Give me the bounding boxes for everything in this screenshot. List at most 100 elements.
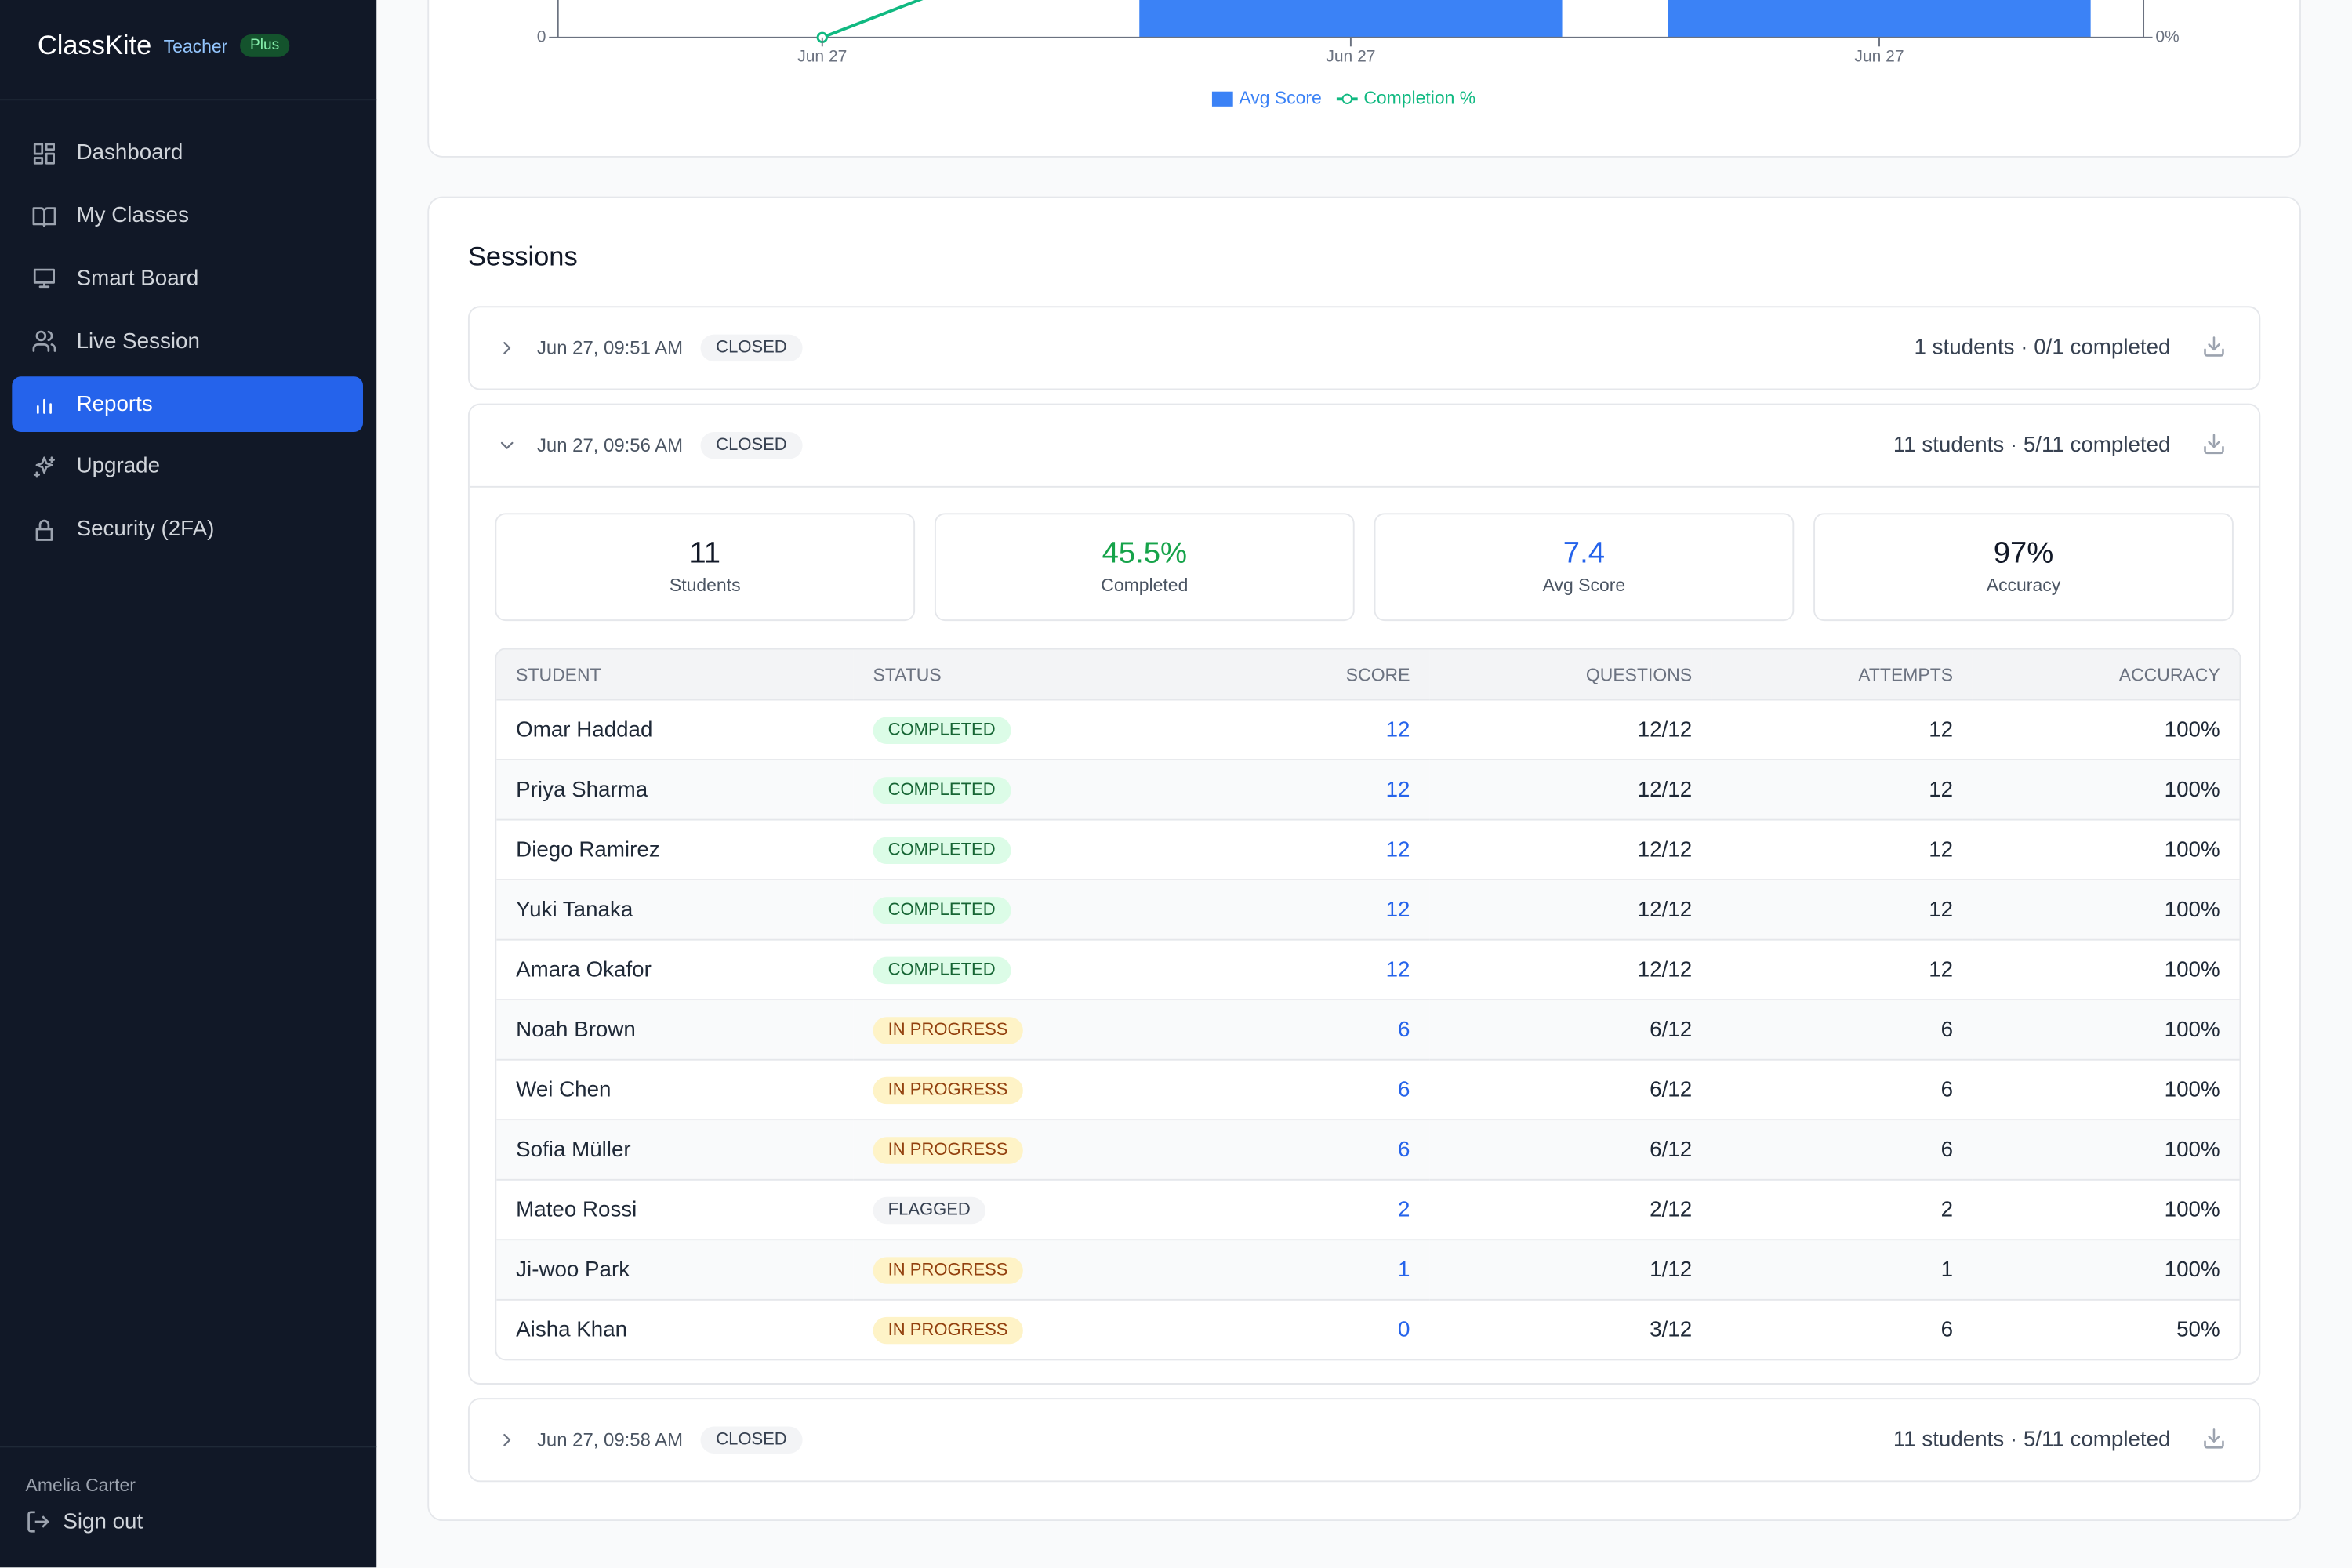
- icon-path: [2204, 1428, 2224, 1449]
- stat-label: Students: [669, 574, 741, 596]
- student-row: Aisha Khan IN PROGRESS 0 3/12 6 50%: [496, 1301, 2239, 1359]
- download-button[interactable]: [2202, 335, 2227, 359]
- brand: ClassKite Teacher Plus: [38, 30, 290, 61]
- nav-item[interactable]: Dashboard: [12, 125, 363, 181]
- column-header: SCORE: [1210, 649, 1430, 701]
- cell: 12: [1210, 821, 1430, 881]
- cell: 6: [1940, 1317, 1954, 1342]
- nav-label: Live Session: [76, 329, 200, 354]
- bar: [1139, 0, 1563, 38]
- nav-item[interactable]: Reports: [12, 376, 364, 433]
- cell: 1: [1711, 1240, 1973, 1301]
- session: Jun 27, 09:51 AM CLOSED 1 students · 0/1 c…: [467, 306, 2261, 390]
- status-badge: COMPLETED: [873, 776, 1011, 804]
- status-cell: FLAGGED: [853, 1181, 1211, 1241]
- session-summary: 1 students · 0/1 completed: [1914, 336, 2171, 361]
- cell: 12: [1711, 880, 1973, 941]
- user-name: Amelia Carter: [25, 1474, 136, 1496]
- stat-value: 97%: [1993, 536, 2054, 571]
- cell: 6: [1711, 1000, 1973, 1061]
- legend-swatch: [1211, 91, 1233, 107]
- icon: [503, 1433, 511, 1446]
- cell: 12: [1711, 760, 1973, 821]
- cell: 12: [1210, 700, 1430, 761]
- stat-value: 7.4: [1563, 536, 1606, 571]
- cell: 12: [1210, 941, 1430, 1001]
- x-tick-label: Jun 27: [797, 47, 847, 65]
- student-table: STUDENT STATUS SCORE QUESTIONS ATTEMPTS ACCUR…: [495, 648, 2241, 1361]
- stats: 11 Students 45.5% Completed 7.4 Avg Score 97% A…: [495, 513, 2234, 622]
- status-badge: COMPLETED: [873, 716, 1011, 744]
- nav-item[interactable]: Smart Board: [12, 251, 363, 307]
- cell: Noah Brown: [496, 1000, 854, 1061]
- icon-path: [35, 519, 53, 541]
- student-row: Noah Brown IN PROGRESS 6 6/12 6 100%: [496, 1000, 2240, 1061]
- session-header[interactable]: Jun 27, 09:51 AM CLOSED 1 students · 0/1 c…: [470, 307, 2259, 388]
- icon-path: [33, 143, 55, 165]
- student-row: Diego Ramirez COMPLETED 12 12/12 12 100%: [496, 821, 2240, 881]
- status-cell: IN PROGRESS: [853, 1240, 1211, 1301]
- student-row: Yuki Tanaka COMPLETED 12 12/12 12 100%: [496, 880, 2240, 941]
- y2-tick-label: 0%: [2155, 27, 2179, 45]
- session-header[interactable]: Jun 27, 09:58 AM CLOSED 11 students · 5/11…: [470, 1399, 2259, 1480]
- cell: 100%: [1972, 821, 2240, 881]
- stat-label: Completed: [1101, 574, 1189, 596]
- x-tick-label: Jun 27: [1854, 47, 1904, 65]
- cell: Yuki Tanaka: [496, 880, 854, 941]
- nav-item[interactable]: Live Session: [12, 314, 363, 369]
- column-header: ATTEMPTS: [1711, 649, 1973, 701]
- stat-label: Avg Score: [1542, 574, 1626, 596]
- icon: [33, 456, 55, 478]
- cell: 12: [1711, 941, 1973, 1001]
- legend-label: Completion %: [1363, 87, 1475, 107]
- cell: Diego Ramirez: [496, 821, 854, 881]
- cell: 100%: [1972, 880, 2240, 941]
- column-header: STATUS: [853, 649, 1211, 701]
- session-header[interactable]: Jun 27, 09:56 AM CLOSED 11 students · 5/11…: [470, 405, 2259, 486]
- cell: 100%: [1972, 700, 2240, 761]
- icon-path: [2204, 336, 2224, 357]
- download-button[interactable]: [2202, 432, 2227, 456]
- icon-path: [32, 206, 56, 227]
- cell: Wei Chen: [496, 1061, 854, 1121]
- status-badge: CLOSED: [701, 1426, 802, 1454]
- icon-path: [36, 398, 52, 414]
- icon: [32, 206, 56, 227]
- cell: 100%: [1972, 941, 2240, 1001]
- status-cell: IN PROGRESS: [854, 1301, 1210, 1359]
- bar: [1668, 0, 2091, 38]
- session-detail: 11 Students 45.5% Completed 7.4 Avg Score 97% A…: [469, 485, 2259, 1383]
- student-row: Ji-woo Park IN PROGRESS 1 1/12 1 100%: [496, 1240, 2240, 1301]
- status-badge: COMPLETED: [873, 836, 1011, 864]
- divider: [0, 1446, 377, 1448]
- stat-card: 45.5% Completed: [934, 513, 1355, 622]
- student-row: Omar Haddad COMPLETED 12 12/12 12 100%: [496, 700, 2240, 761]
- icon: [32, 331, 56, 353]
- cell: Mateo Rossi: [496, 1181, 854, 1241]
- student-row: Sofia Müller IN PROGRESS 6 6/12 6 100%: [496, 1120, 2240, 1181]
- nav-item[interactable]: Upgrade: [12, 439, 363, 495]
- student-row: Priya Sharma COMPLETED 12 12/12 12 100%: [496, 760, 2240, 821]
- icon: [35, 519, 53, 541]
- cell: 2: [1210, 1181, 1430, 1241]
- status-badge: IN PROGRESS: [873, 1016, 1023, 1044]
- nav-item[interactable]: My Classes: [12, 188, 363, 244]
- nav-label: Upgrade: [76, 455, 161, 479]
- icon: [500, 441, 514, 449]
- status-badge: COMPLETED: [873, 896, 1011, 924]
- cell: 3/12: [1650, 1317, 1693, 1342]
- sign-out[interactable]: Sign out: [26, 1509, 143, 1535]
- legend-swatch: [1341, 93, 1352, 104]
- cell: 2: [1711, 1181, 1973, 1241]
- x-tick-label: Jun 27: [1326, 47, 1375, 65]
- download-button[interactable]: [2202, 1427, 2227, 1451]
- cell: 12/12: [1429, 760, 1712, 821]
- nav-label: Reports: [76, 392, 153, 416]
- cell: Aisha Khan: [516, 1317, 628, 1342]
- status-cell: COMPLETED: [853, 941, 1211, 1001]
- nav-item[interactable]: Security (2FA): [12, 502, 363, 557]
- session-summary: 11 students · 5/11 completed: [1893, 433, 2171, 458]
- stat-label: Accuracy: [1986, 574, 2061, 596]
